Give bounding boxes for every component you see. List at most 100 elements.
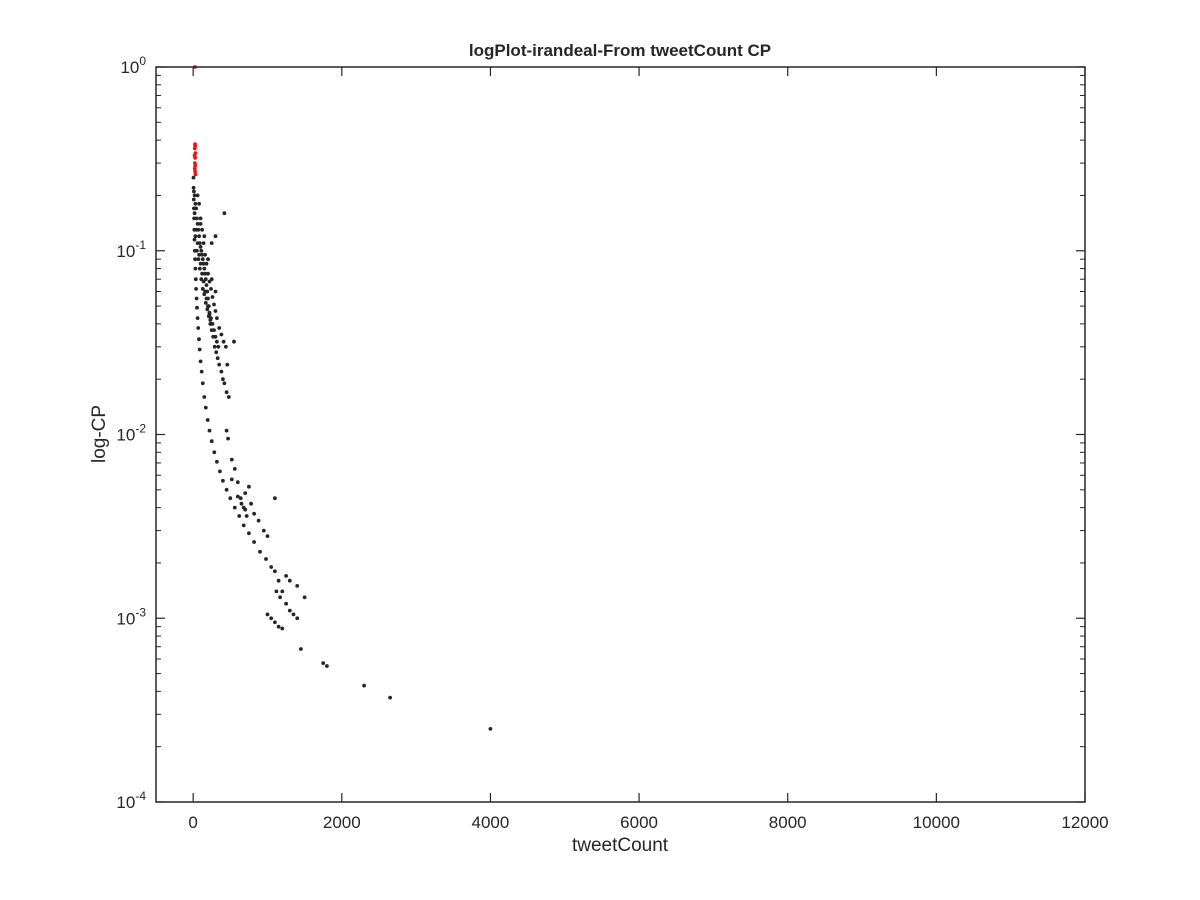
x-tick-label: 12000 [1061,813,1108,832]
data-point [269,565,274,569]
x-tick-label: 4000 [472,813,510,832]
data-point [215,316,219,320]
data-point [192,216,197,221]
data-point [212,302,216,307]
data-point [209,439,214,444]
data-point [195,216,199,221]
y-tick-label: 10-4 [116,789,146,812]
data-point [201,261,206,266]
data-point [193,156,198,160]
data-point [204,261,209,266]
data-point [235,480,240,485]
data-point [232,339,236,344]
data-point [192,146,197,151]
data-point [199,369,204,374]
data-point [295,616,300,621]
data-point [194,227,199,232]
data-point [235,494,240,499]
data-point [207,428,212,433]
data-point [198,216,203,221]
data-point [199,277,204,282]
data-point [239,501,244,506]
data-point [237,514,242,518]
data-point [193,201,198,206]
data-point [388,695,392,700]
x-tick-label: 10000 [913,813,960,832]
data-point [252,540,256,544]
data-point [265,534,270,538]
data-point [213,289,218,294]
data-point [197,266,202,271]
data-point [232,505,237,510]
data-point [206,271,210,276]
data-point [258,549,262,554]
data-point [200,227,205,232]
data-point [193,163,198,168]
data-point [284,574,288,578]
data-point [204,296,209,301]
data-point [299,647,303,651]
data-point [287,608,292,613]
data-point [224,428,229,433]
x-axis-label: tweetCount [572,835,669,856]
data-point [203,252,208,257]
data-point [213,234,218,239]
y-tick-label: 10-3 [116,605,146,628]
data-point [224,344,228,349]
data-point [226,395,231,399]
data-point [194,206,199,211]
data-point [193,169,198,174]
data-point [203,405,208,410]
data-point [202,395,207,399]
data-point [195,305,199,310]
data-point [212,344,217,349]
data-point [321,661,326,665]
data-point [209,287,213,291]
data-point [287,578,292,583]
data-point [191,185,196,190]
data-point [222,381,227,386]
data-point [192,237,197,242]
data-point [295,584,300,588]
data-point [198,245,203,249]
data-point [229,457,234,462]
data-point [221,478,225,483]
data-point [195,241,200,246]
data-point [273,496,277,501]
data-point [261,528,266,533]
data-point [276,578,281,583]
data-point [221,339,226,344]
data-point [232,467,237,471]
axis-tick-labels: 0 2000 4000 6000 8000 10000 12000 10-4 10-3 10-2 1… [116,54,1108,832]
data-point [269,616,274,621]
data-point [198,359,203,364]
data-point [256,518,261,523]
data-point [194,296,199,301]
data-point [197,201,202,206]
data-point [280,589,285,594]
data-point [195,222,200,226]
data-point [278,595,282,600]
data-point [193,234,198,239]
x-tick-label: 8000 [769,813,807,832]
data-point [209,277,214,282]
data-point [192,211,197,216]
data-point [201,279,206,284]
data-point [211,334,216,339]
data-point [302,595,307,600]
data-point [205,418,210,422]
data-point [197,347,202,352]
data-point [209,328,214,332]
x-tick-label: 2000 [323,813,361,832]
data-point [196,257,201,262]
y-axis-label: log-CP [89,405,110,463]
data-point [218,469,222,474]
data-point [203,301,208,305]
data-point [195,193,200,198]
data-points [191,65,493,731]
data-point [196,326,201,330]
data-point [197,337,201,342]
data-point [221,377,225,382]
data-point [215,339,219,344]
